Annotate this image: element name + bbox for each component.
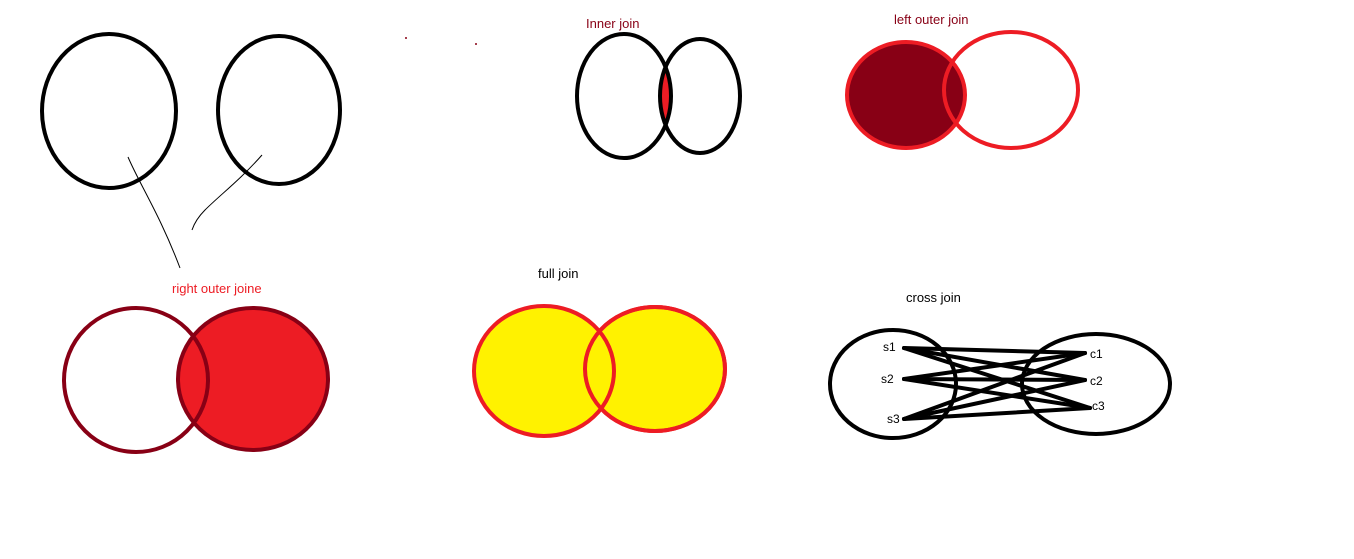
- cross-join-left-circle: [828, 328, 958, 440]
- inner-join-label: Inner join: [586, 16, 639, 31]
- stray-dot: [475, 43, 477, 45]
- node-c2-label: c2: [1090, 374, 1103, 388]
- plain-venn-diagram: [40, 32, 342, 269]
- left-outer-join-diagram: left outer join: [845, 12, 1080, 150]
- left-outer-join-right-circle: [942, 30, 1080, 150]
- left-outer-join-label: left outer join: [894, 12, 968, 27]
- edge-s1-c1: [902, 346, 1087, 355]
- inner-join-left-circle: [575, 32, 673, 160]
- plain-right-circle: [216, 34, 342, 186]
- stray-dot: [405, 37, 407, 39]
- edge-s2-c3: [902, 377, 1092, 410]
- node-s1-label: s1: [883, 340, 896, 354]
- node-c1-label: c1: [1090, 347, 1103, 361]
- cross-join-edges: [902, 346, 1092, 421]
- edge-s2-c1: [902, 351, 1087, 381]
- inner-join-diagram: Inner join: [575, 16, 742, 160]
- inner-join-right-circle: [658, 37, 742, 155]
- right-outer-join-diagram: right outer joine: [62, 281, 330, 454]
- right-outer-join-label: right outer joine: [172, 281, 262, 296]
- full-join-right-circle-outline: [583, 305, 727, 433]
- freehand-stroke-right: [191, 154, 263, 231]
- edge-s2-c2: [902, 377, 1087, 382]
- plain-left-circle: [40, 32, 178, 190]
- node-c3-label: c3: [1092, 399, 1105, 413]
- full-join-left-circle: [472, 304, 616, 438]
- full-join-diagram: full join: [472, 266, 727, 438]
- edge-s3-c2: [902, 378, 1087, 421]
- right-outer-join-left-circle-overlap-edge: [62, 306, 210, 454]
- left-outer-join-left-circle: [845, 40, 967, 150]
- edge-s3-c1: [902, 351, 1087, 421]
- edge-s3-c3: [902, 406, 1092, 421]
- freehand-stroke-left: [127, 156, 181, 269]
- right-outer-join-right-circle: [176, 306, 330, 452]
- full-join-label: full join: [538, 266, 578, 281]
- node-s3-label: s3: [887, 412, 900, 426]
- cross-join-diagram: cross join s1 s2 s3 c1 c2 c3: [828, 290, 1172, 440]
- node-s2-label: s2: [881, 372, 894, 386]
- cross-join-label: cross join: [906, 290, 961, 305]
